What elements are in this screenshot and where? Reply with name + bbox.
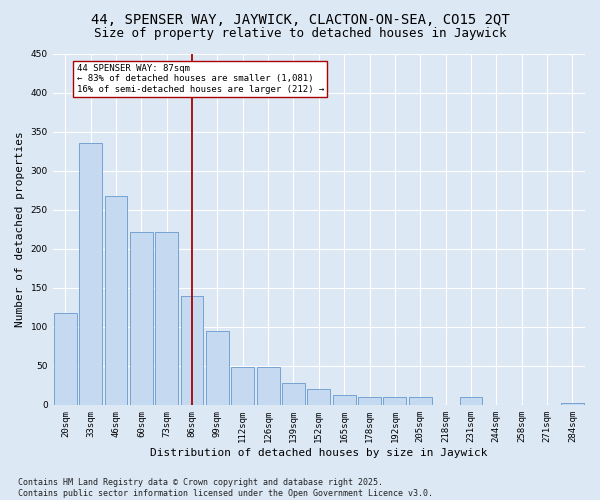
Y-axis label: Number of detached properties: Number of detached properties bbox=[15, 132, 25, 327]
Bar bbox=[54, 314, 77, 405]
Text: 44, SPENSER WAY, JAYWICK, CLACTON-ON-SEA, CO15 2QT: 44, SPENSER WAY, JAYWICK, CLACTON-ON-SEA… bbox=[91, 12, 509, 26]
Bar bbox=[282, 383, 305, 405]
Bar bbox=[561, 404, 584, 405]
Bar bbox=[155, 232, 178, 405]
Bar bbox=[130, 232, 153, 405]
Bar bbox=[257, 368, 280, 405]
Bar bbox=[383, 397, 406, 405]
Text: Size of property relative to detached houses in Jaywick: Size of property relative to detached ho… bbox=[94, 28, 506, 40]
Bar bbox=[181, 296, 203, 405]
Bar bbox=[333, 394, 356, 405]
Text: Contains HM Land Registry data © Crown copyright and database right 2025.
Contai: Contains HM Land Registry data © Crown c… bbox=[18, 478, 433, 498]
Text: 44 SPENSER WAY: 87sqm
← 83% of detached houses are smaller (1,081)
16% of semi-d: 44 SPENSER WAY: 87sqm ← 83% of detached … bbox=[77, 64, 324, 94]
Bar bbox=[307, 389, 330, 405]
Bar bbox=[232, 368, 254, 405]
Bar bbox=[358, 397, 381, 405]
Bar bbox=[409, 397, 431, 405]
Bar bbox=[79, 144, 102, 405]
X-axis label: Distribution of detached houses by size in Jaywick: Distribution of detached houses by size … bbox=[150, 448, 488, 458]
Bar bbox=[206, 330, 229, 405]
Bar bbox=[460, 397, 482, 405]
Bar bbox=[104, 196, 127, 405]
